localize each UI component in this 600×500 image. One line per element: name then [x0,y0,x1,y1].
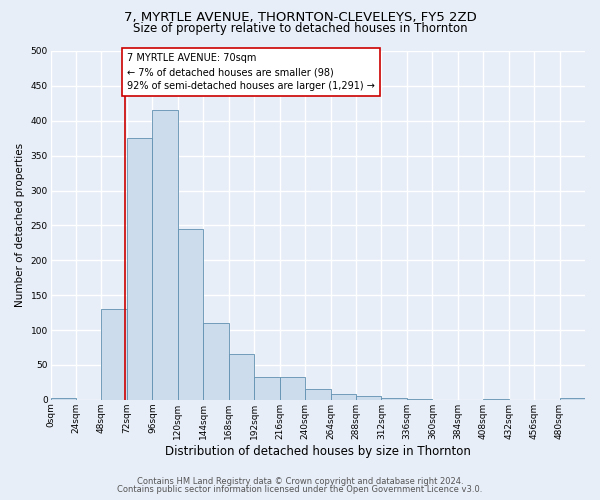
Bar [560,398,585,400]
Bar [483,399,509,400]
Bar [356,396,382,400]
Bar [305,390,331,400]
Text: Contains HM Land Registry data © Crown copyright and database right 2024.: Contains HM Land Registry data © Crown c… [137,477,463,486]
Bar [331,394,356,400]
Text: 7, MYRTLE AVENUE, THORNTON-CLEVELEYS, FY5 2ZD: 7, MYRTLE AVENUE, THORNTON-CLEVELEYS, FY… [124,11,476,24]
Bar [254,377,280,400]
Bar [101,309,127,400]
Bar [280,377,305,400]
Bar [152,110,178,400]
Text: 7 MYRTLE AVENUE: 70sqm
← 7% of detached houses are smaller (98)
92% of semi-deta: 7 MYRTLE AVENUE: 70sqm ← 7% of detached … [127,53,375,91]
Bar [50,398,76,400]
Bar [229,354,254,400]
Bar [407,399,433,400]
Y-axis label: Number of detached properties: Number of detached properties [15,144,25,308]
Text: Contains public sector information licensed under the Open Government Licence v3: Contains public sector information licen… [118,485,482,494]
Bar [203,323,229,400]
Bar [127,138,152,400]
Bar [178,229,203,400]
X-axis label: Distribution of detached houses by size in Thornton: Distribution of detached houses by size … [165,444,471,458]
Bar [382,398,407,400]
Text: Size of property relative to detached houses in Thornton: Size of property relative to detached ho… [133,22,467,35]
